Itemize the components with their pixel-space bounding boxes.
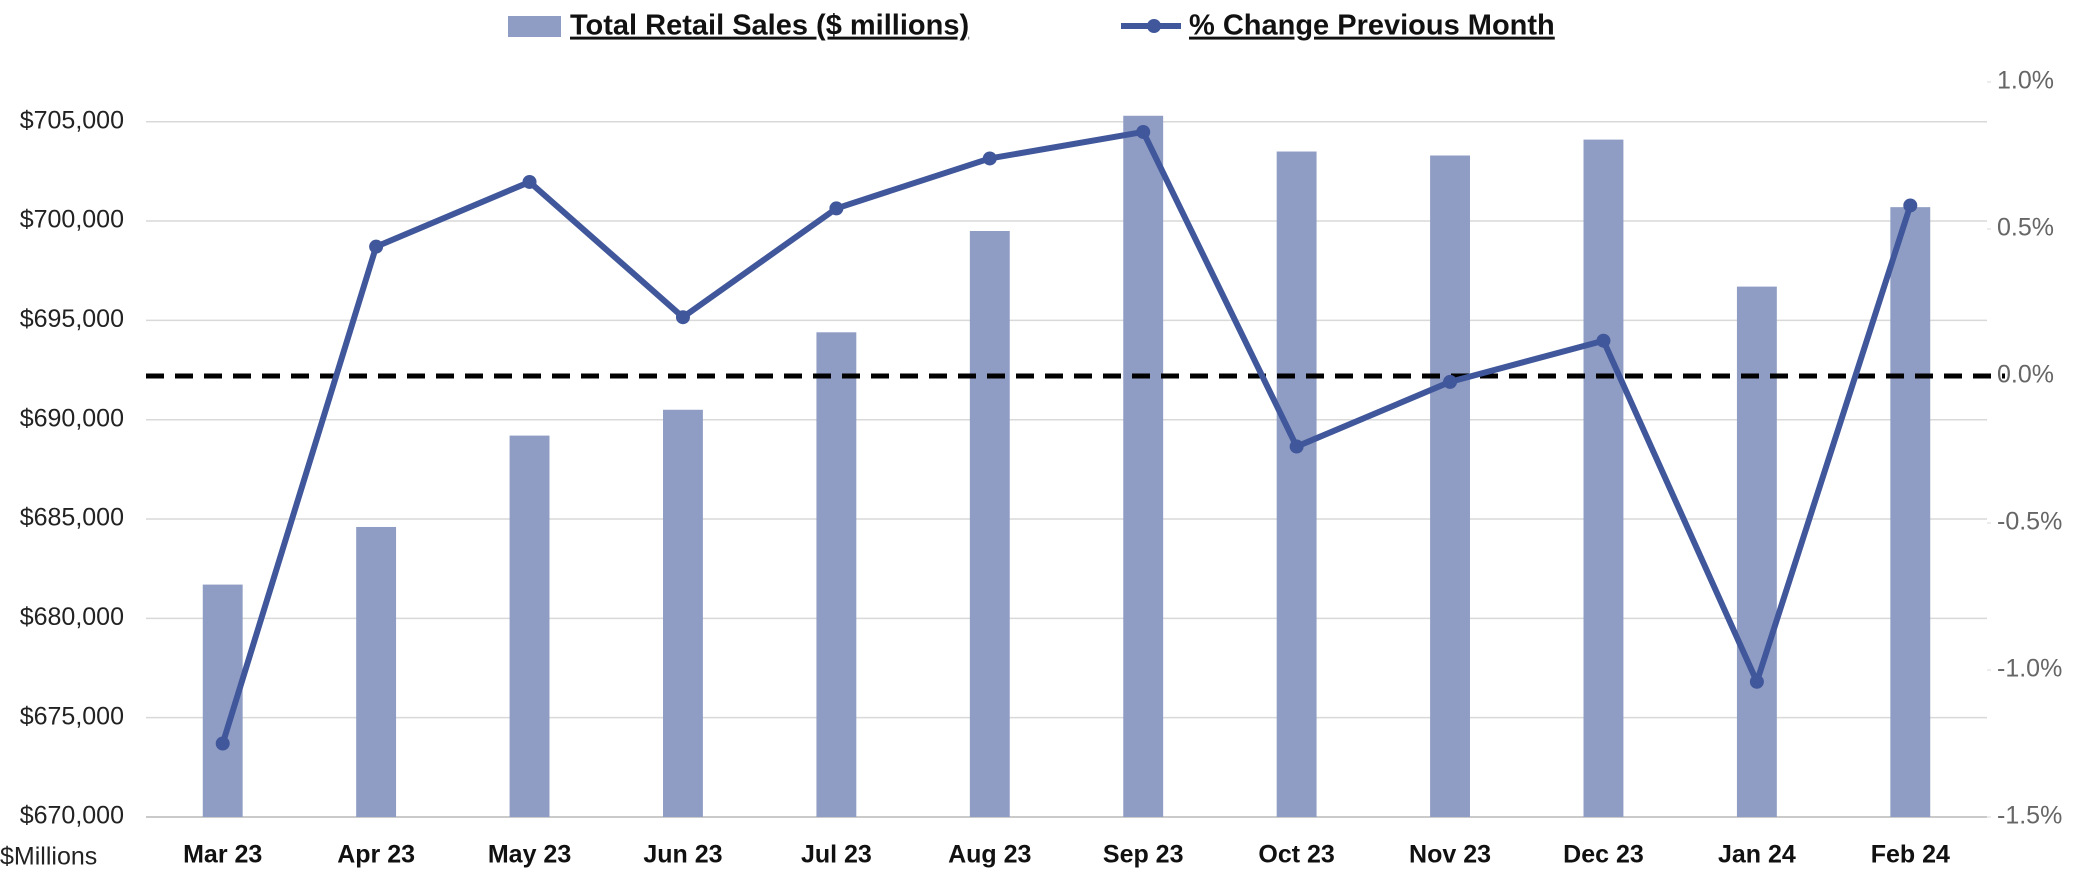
y2-tick-label: -0.5% xyxy=(1997,508,2062,536)
y-tick-label: $680,000 xyxy=(20,603,124,631)
y2-tick-label: 1.0% xyxy=(1997,67,2054,95)
x-tick-label: Apr 23 xyxy=(337,841,415,869)
y-tick-label: $705,000 xyxy=(20,106,124,134)
line-point xyxy=(1596,333,1611,348)
legend-label: Total Retail Sales ($ millions) xyxy=(570,10,969,42)
line-series xyxy=(219,128,1914,745)
bar xyxy=(1583,139,1624,818)
line-point xyxy=(1443,374,1458,389)
x-tick-label: Dec 23 xyxy=(1563,841,1644,869)
bar xyxy=(356,526,397,817)
y2-tick-label: 0.0% xyxy=(1997,361,2054,389)
line-point xyxy=(1749,674,1764,689)
x-tick-label: Jul 23 xyxy=(801,841,872,869)
legend-label: % Change Previous Month xyxy=(1189,10,1555,42)
x-tick-label: Jan 24 xyxy=(1718,841,1796,869)
bar xyxy=(1123,115,1164,818)
legend-swatch-point xyxy=(1147,19,1161,33)
line-point xyxy=(675,310,690,325)
y-tick-label: $700,000 xyxy=(20,206,124,234)
x-tick-label: Aug 23 xyxy=(948,841,1031,869)
bar xyxy=(969,230,1010,818)
y2-tick-label: -1.0% xyxy=(1997,655,2062,683)
y-tick-label: $695,000 xyxy=(20,305,124,333)
line-point xyxy=(1289,439,1304,454)
bar xyxy=(1736,286,1777,817)
bar xyxy=(816,332,857,817)
y2-tick-label: 0.5% xyxy=(1997,214,2054,242)
y-tick-label: $690,000 xyxy=(20,404,124,432)
line-point xyxy=(522,174,537,189)
y-axis-label: $Millions xyxy=(0,843,97,871)
x-tick-label: Nov 23 xyxy=(1409,841,1491,869)
bar xyxy=(1890,207,1931,817)
bar xyxy=(663,409,703,817)
x-tick-label: Feb 24 xyxy=(1871,841,1950,869)
bar xyxy=(1276,151,1317,817)
legend-swatch xyxy=(508,16,561,37)
x-tick-label: Jun 23 xyxy=(643,841,722,869)
line-point xyxy=(1903,198,1918,213)
bar xyxy=(509,435,550,817)
line-point xyxy=(1136,124,1151,139)
x-tick-label: Oct 23 xyxy=(1258,841,1334,869)
line-point xyxy=(829,201,844,216)
y2-tick-label: -1.5% xyxy=(1997,802,2062,830)
x-tick-label: May 23 xyxy=(488,841,571,869)
x-tick-label: Sep 23 xyxy=(1103,841,1184,869)
line-point xyxy=(982,151,997,166)
bar xyxy=(1430,155,1470,817)
x-tick-label: Mar 23 xyxy=(183,841,262,869)
line-point xyxy=(215,736,230,751)
line-point xyxy=(369,239,384,254)
y-tick-label: $670,000 xyxy=(20,802,124,830)
y-tick-label: $685,000 xyxy=(20,504,124,532)
y-tick-label: $675,000 xyxy=(20,702,124,730)
